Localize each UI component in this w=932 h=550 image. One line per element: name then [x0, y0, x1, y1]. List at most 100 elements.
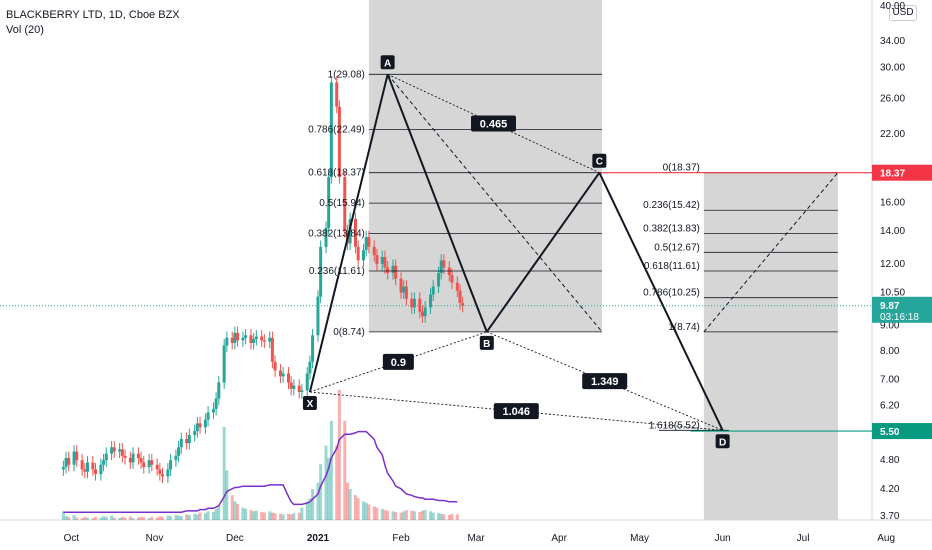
candle — [142, 456, 146, 474]
candle-body — [104, 453, 108, 461]
volume-bar — [147, 518, 151, 520]
price-tick-label: 40.00 — [880, 1, 905, 12]
pattern-point-marker — [715, 434, 730, 449]
volume-bar — [254, 510, 258, 520]
volume-bar — [324, 445, 328, 520]
candle — [324, 221, 328, 254]
candle-body — [455, 282, 459, 291]
candle-body — [67, 458, 71, 465]
candle-body — [335, 82, 339, 107]
candle-body — [198, 423, 202, 428]
candle — [386, 261, 390, 280]
leg-bc — [485, 172, 601, 333]
fib-level-label: 0.236(11.61) — [309, 266, 365, 277]
volume-bar — [64, 516, 68, 520]
candle-body — [412, 298, 416, 308]
time-tick-label: Oct — [64, 533, 80, 544]
price-tick-label: 16.00 — [880, 197, 905, 208]
candle-body — [150, 460, 154, 465]
candle-body — [177, 447, 181, 456]
volume-bar — [437, 513, 441, 520]
candle — [270, 331, 274, 369]
candle-body — [187, 435, 191, 444]
candle — [300, 384, 304, 399]
volume-bar — [402, 511, 406, 520]
candle-body — [83, 469, 87, 472]
candle-body — [136, 453, 140, 459]
candle-body — [61, 467, 65, 470]
candle — [262, 334, 266, 349]
candle — [311, 328, 315, 369]
candle-body — [155, 464, 159, 470]
candle-body — [289, 382, 293, 389]
candle-body — [112, 447, 116, 452]
candle — [431, 280, 435, 302]
candle — [83, 463, 87, 479]
candle-body — [110, 447, 114, 454]
candle-body — [372, 246, 376, 256]
candle-body — [99, 464, 103, 475]
volume-bar — [131, 518, 135, 520]
volume-bar — [185, 514, 189, 520]
volume-bar — [123, 517, 127, 520]
time-tick-label: Jun — [715, 533, 731, 544]
price-tick-label: 22.00 — [880, 129, 905, 140]
candle-body — [356, 246, 360, 261]
volume-bar — [80, 518, 84, 520]
candle — [128, 451, 132, 470]
volume-bar — [343, 420, 347, 520]
pattern-point-label: A — [384, 58, 391, 69]
volume-bar — [187, 515, 191, 520]
volume-bar — [372, 506, 376, 520]
volume-bar — [120, 516, 124, 520]
candle — [150, 453, 154, 472]
volume-bar — [281, 514, 285, 520]
candle-body — [241, 337, 245, 341]
candle-body — [262, 340, 266, 342]
volume-bar — [211, 511, 215, 520]
candle — [372, 240, 376, 262]
candle-body — [230, 337, 234, 343]
fib-level-label: 0.5(15.94) — [319, 198, 365, 209]
volume-bar — [367, 504, 371, 520]
volume-bar — [142, 517, 146, 520]
candle-body — [139, 458, 143, 463]
candle — [230, 331, 234, 350]
candle — [198, 417, 202, 434]
volume-bar — [442, 514, 446, 520]
candle-body — [442, 260, 446, 268]
volume-bar — [99, 517, 103, 520]
candle — [217, 376, 221, 406]
candle — [292, 379, 296, 396]
volume-bar — [262, 512, 266, 520]
candle — [185, 432, 189, 450]
fib-level-label: 0.618(18.37) — [308, 168, 365, 179]
candle — [353, 212, 357, 254]
volume-bar — [193, 513, 197, 520]
candle — [418, 292, 422, 319]
volume-bar — [195, 514, 199, 520]
candle-body — [429, 294, 433, 308]
volume-bar — [316, 482, 320, 520]
volume-bar — [447, 515, 451, 520]
currency-button[interactable]: USD — [889, 5, 917, 21]
volume-bar — [236, 503, 240, 520]
volume-bar — [375, 507, 379, 520]
volume-bar — [273, 513, 277, 520]
candle-body — [431, 286, 435, 295]
candle — [316, 290, 320, 342]
candle — [319, 240, 323, 304]
candle-body — [458, 290, 462, 303]
volume-bar — [206, 511, 210, 520]
candle-body — [394, 265, 398, 279]
volume-bar — [364, 502, 368, 520]
volume-bar — [244, 508, 248, 520]
candle — [380, 250, 384, 271]
leg-xa — [308, 74, 389, 393]
candle — [193, 424, 197, 442]
candle — [364, 230, 368, 257]
candle-body — [305, 373, 309, 391]
price-tick-label: 9.00 — [880, 321, 900, 332]
candle — [102, 453, 106, 472]
